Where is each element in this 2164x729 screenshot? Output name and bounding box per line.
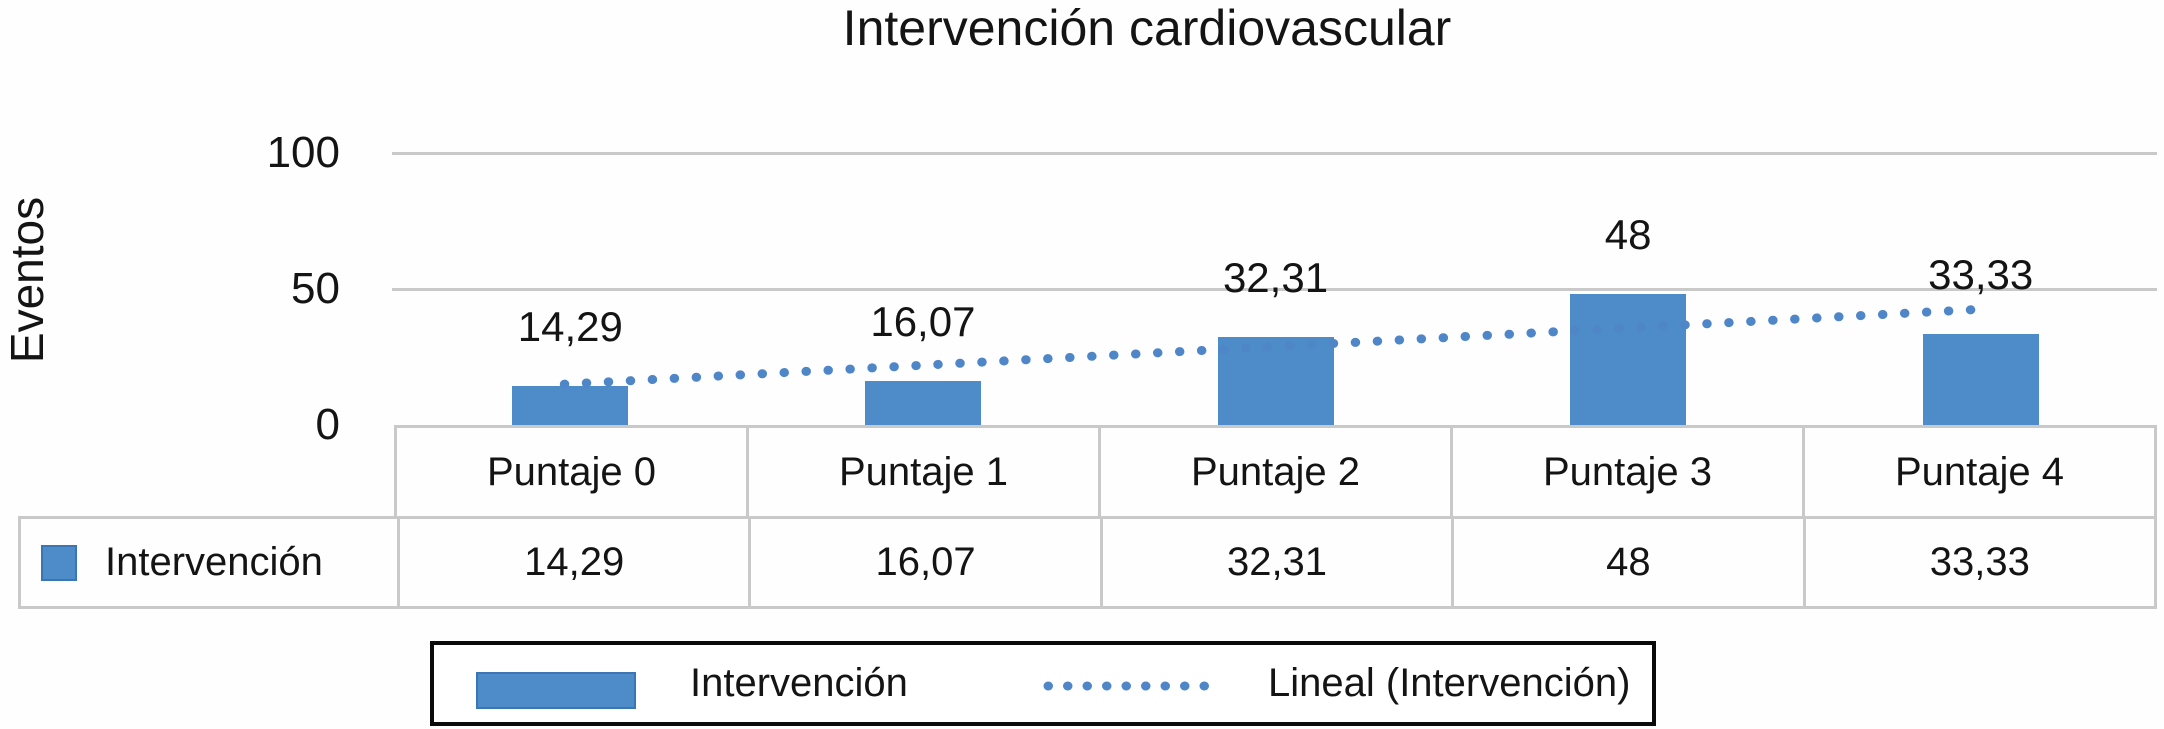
x-axis-category-row: Puntaje 0 Puntaje 1 Puntaje 2 Puntaje 3 … bbox=[394, 425, 2157, 519]
table-value: 33,33 bbox=[1802, 519, 2154, 606]
table-value: 32,31 bbox=[1099, 519, 1451, 606]
bar-value-label: 14,29 bbox=[517, 303, 623, 351]
bar-value-label: 32,31 bbox=[1222, 254, 1329, 302]
legend-bar-swatch-icon bbox=[476, 672, 636, 709]
gridline-100 bbox=[392, 152, 2157, 155]
category-label: Puntaje 4 bbox=[1802, 428, 2154, 516]
legend: Intervención Lineal (Intervención) bbox=[430, 641, 1656, 726]
table-value: 16,07 bbox=[748, 519, 1099, 606]
data-table-row-header: Intervención bbox=[21, 519, 397, 606]
series-color-swatch-icon bbox=[41, 544, 77, 581]
bar-puntaje-3 bbox=[1570, 294, 1687, 425]
category-label: Puntaje 3 bbox=[1450, 428, 1802, 516]
table-value: 48 bbox=[1451, 519, 1802, 606]
bar-value-label: 33,33 bbox=[1928, 251, 2034, 299]
y-tick-label: 100 bbox=[266, 128, 340, 177]
series-name: Intervención bbox=[105, 540, 323, 584]
category-label: Puntaje 2 bbox=[1098, 428, 1450, 516]
legend-dotted-line-icon bbox=[1043, 681, 1211, 691]
y-axis-title: Eventos bbox=[1, 196, 53, 364]
bar-puntaje-0 bbox=[512, 386, 629, 425]
bar-puntaje-4 bbox=[1922, 334, 2039, 425]
table-value: 14,29 bbox=[397, 519, 748, 606]
bar-puntaje-2 bbox=[1217, 337, 1334, 425]
y-tick-label: 0 bbox=[315, 400, 340, 449]
bar-puntaje-1 bbox=[864, 381, 981, 425]
category-label: Puntaje 1 bbox=[746, 428, 1098, 516]
gridline-50 bbox=[392, 288, 2157, 291]
data-table-row: Intervención 14,29 16,07 32,31 48 33,33 bbox=[18, 516, 2157, 609]
category-label: Puntaje 0 bbox=[486, 449, 657, 494]
legend-label-lineal: Lineal (Intervención) bbox=[1268, 661, 1631, 705]
bar-value-label: 48 bbox=[1604, 211, 1652, 259]
y-tick-label: 50 bbox=[291, 264, 340, 313]
legend-label-intervencion: Intervención bbox=[690, 661, 908, 705]
chart-title: Intervención cardiovascular bbox=[842, 0, 1452, 56]
bar-value-label: 16,07 bbox=[870, 298, 976, 346]
